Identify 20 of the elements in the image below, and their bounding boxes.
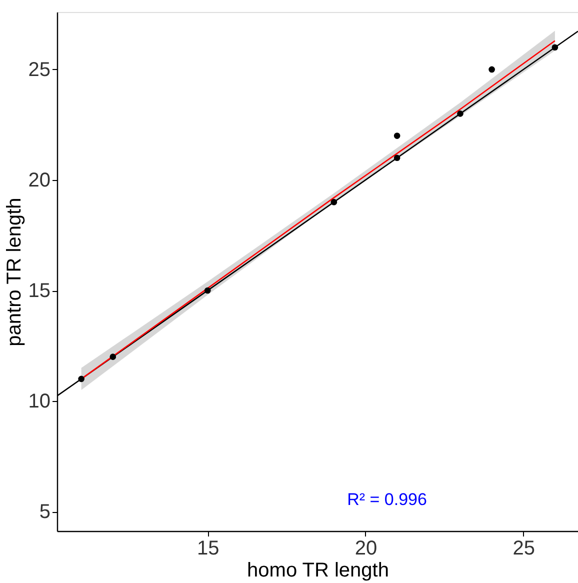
y-tick-label: 20 [28, 169, 50, 192]
annotation: R² = 0.996 [347, 490, 427, 509]
point [488, 66, 495, 73]
y-axis-title: pantro TR length [3, 198, 26, 346]
point [204, 287, 211, 294]
x-axis-title: homo TR length [247, 560, 389, 582]
y-tick-label: 10 [28, 390, 50, 413]
point [394, 132, 400, 139]
x-tick-label: 15 [196, 538, 220, 560]
point [330, 198, 338, 206]
point [552, 44, 558, 51]
point [78, 376, 84, 382]
y-tick-label: 5 [39, 501, 50, 524]
point [394, 154, 400, 162]
point [110, 354, 116, 360]
x-tick-label: 20 [354, 538, 378, 560]
point [457, 110, 464, 117]
y-tick-label: 15 [28, 280, 50, 302]
x-tick-label: 25 [512, 538, 535, 560]
y-tick-label: 25 [28, 58, 50, 81]
